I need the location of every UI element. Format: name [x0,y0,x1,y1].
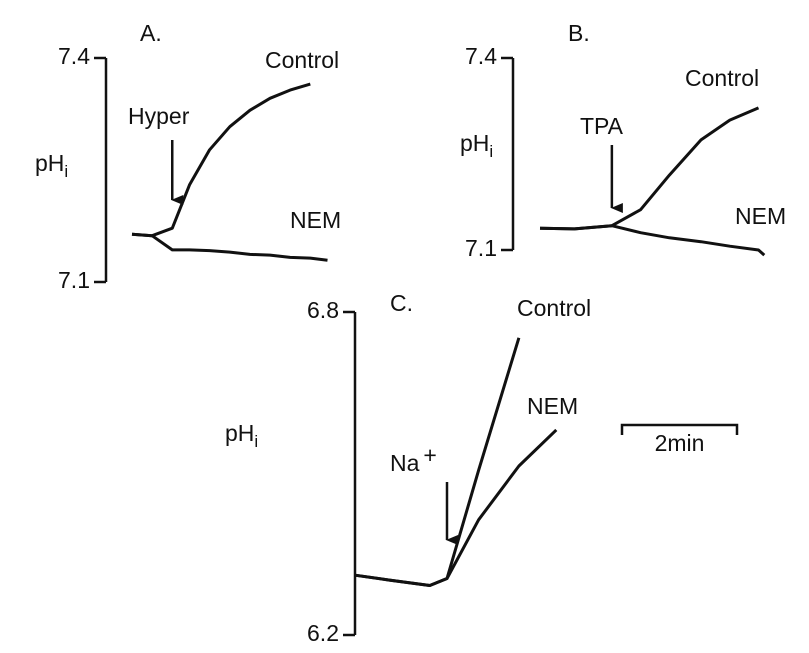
y-axis-label-sub: i [64,162,68,181]
y-axis-label-main: pH [35,150,64,176]
series-label: NEM [735,203,786,229]
annotation-superscript: + [423,442,436,468]
series-label: Control [517,295,591,321]
panel-title: C. [390,290,413,316]
y-tick-label: 7.4 [465,43,497,69]
y-tick-label: 7.1 [465,235,497,261]
y-tick-label: 6.8 [307,297,339,323]
y-axis-label-main: pH [460,130,489,156]
trace [354,428,558,587]
trace [539,106,760,231]
series-label: Control [685,65,759,91]
annotation: TPA [580,113,624,139]
trace [131,232,328,262]
y-axis-label-sub: i [489,142,493,161]
y-tick-label: 6.2 [307,620,339,646]
y-axis-label-main: pH [225,420,254,446]
panel-title: B. [568,20,590,46]
annotation-text: TPA [580,113,624,139]
annotation: Hyper [128,103,190,129]
y-axis-label-sub: i [254,432,258,451]
trace [131,82,311,238]
y-axis-label: pHi [460,130,493,161]
trace [539,224,766,257]
series-label: Control [265,47,339,73]
series-label: NEM [290,207,341,233]
panel-title: A. [140,20,162,46]
y-tick-label: 7.4 [58,43,90,69]
scale-bar-label: 2min [655,430,705,456]
annotation-text: Hyper [128,103,190,129]
trace [354,337,521,587]
y-tick-label: 7.1 [58,267,90,293]
annotation-text: Na [390,450,420,476]
series-label: NEM [527,393,578,419]
annotation: Na + [390,442,437,476]
y-axis-label: pHi [35,150,68,181]
scale-bar [620,423,739,435]
y-axis-label: pHi [225,420,258,451]
